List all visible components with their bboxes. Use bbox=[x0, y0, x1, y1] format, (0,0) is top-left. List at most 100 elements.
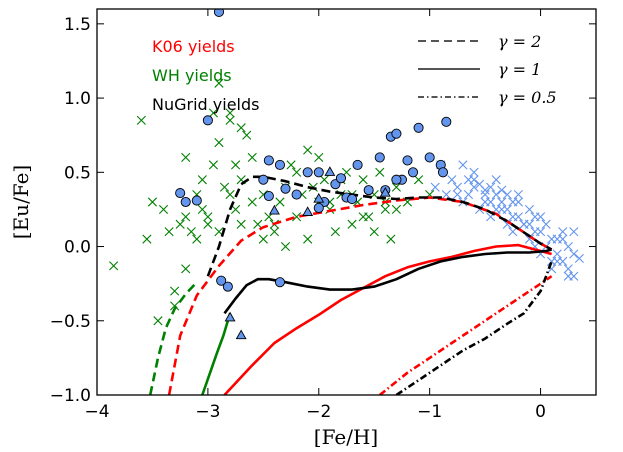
circle-point bbox=[302, 167, 313, 178]
y-tick-label: −0.5 bbox=[50, 312, 91, 332]
curve-nugrid-dashdot bbox=[395, 260, 553, 395]
blue-cross-point bbox=[502, 189, 512, 200]
blue-cross-point bbox=[447, 175, 457, 185]
y-axis-label: [Eu/Fe] bbox=[9, 165, 33, 239]
blue-cross-markers bbox=[430, 160, 584, 281]
circle-point bbox=[175, 188, 186, 199]
circle-point bbox=[346, 193, 358, 205]
green-cross-point bbox=[153, 316, 163, 326]
blue-cross-point bbox=[574, 253, 584, 264]
blue-cross-point bbox=[480, 189, 490, 200]
circle-point bbox=[407, 167, 419, 178]
blue-cross-point bbox=[458, 160, 468, 170]
blue-cross-point bbox=[441, 189, 451, 200]
green-cross-point bbox=[303, 234, 313, 244]
green-cross-point bbox=[170, 301, 180, 311]
green-cross-point bbox=[231, 204, 241, 215]
curve-wh-dashed bbox=[148, 281, 198, 395]
green-cross-point bbox=[236, 123, 246, 133]
circle-point bbox=[335, 173, 347, 184]
triangle-point bbox=[313, 192, 325, 203]
x-tick-label: −1 bbox=[417, 402, 442, 422]
green-cross-point bbox=[164, 227, 174, 237]
circle-point bbox=[313, 202, 324, 213]
legend-wh-label: WH yields bbox=[152, 66, 232, 85]
legend-gamma-05-label: γ = 0.5 bbox=[498, 88, 557, 107]
green-cross-point bbox=[192, 234, 202, 244]
green-cross-point bbox=[247, 197, 257, 207]
legend-nugrid-label: NuGrid yields bbox=[152, 95, 259, 114]
circle-point bbox=[222, 281, 233, 292]
circle-point bbox=[213, 9, 225, 18]
blue-cross-point bbox=[513, 212, 523, 222]
triangle-point bbox=[235, 329, 247, 340]
circle-point bbox=[274, 159, 286, 170]
blue-cross-point bbox=[502, 219, 512, 229]
blue-cross-point bbox=[508, 197, 518, 207]
curve-k06-solid bbox=[223, 243, 552, 395]
green-cross-point bbox=[147, 197, 158, 207]
blue-cross-point bbox=[480, 185, 490, 195]
green-cross-point bbox=[330, 227, 340, 237]
green-cross-point bbox=[225, 189, 235, 200]
green-cross-point bbox=[391, 204, 401, 215]
green-cross-point bbox=[269, 227, 280, 237]
blue-cross-point bbox=[563, 264, 573, 274]
style-legend: γ = 2 γ = 1 γ = 0.5 bbox=[418, 32, 557, 107]
curve-k06-dashed bbox=[167, 196, 553, 395]
circle-point bbox=[413, 122, 424, 133]
green-cross-point bbox=[247, 152, 257, 163]
blue-cross-point bbox=[535, 227, 546, 237]
x-tick-label: −2 bbox=[306, 402, 331, 422]
green-cross-point bbox=[170, 286, 180, 296]
blue-cross-point bbox=[541, 219, 551, 229]
blue-cross-point bbox=[563, 241, 573, 252]
green-cross-point bbox=[391, 182, 401, 192]
triangle-point bbox=[379, 186, 391, 197]
green-cross-point bbox=[219, 182, 230, 192]
y-tick-label: −1.0 bbox=[50, 386, 91, 406]
blue-cross-point bbox=[502, 204, 512, 215]
x-tick-label: −3 bbox=[195, 402, 220, 422]
green-cross-point bbox=[203, 212, 213, 222]
green-cross-point bbox=[258, 234, 268, 244]
green-cross-point bbox=[314, 152, 324, 163]
green-cross-point bbox=[375, 167, 385, 177]
green-cross-point bbox=[303, 145, 313, 155]
curve-nugrid-solid bbox=[223, 248, 552, 315]
blue-cross-point bbox=[558, 227, 568, 237]
blue-cross-point bbox=[524, 204, 535, 215]
green-cross-point bbox=[225, 115, 235, 125]
green-cross-point bbox=[142, 234, 152, 244]
green-cross-point bbox=[236, 219, 246, 229]
yield-legend: K06 yields WH yields NuGrid yields bbox=[152, 37, 259, 114]
blue-cross-point bbox=[552, 234, 562, 244]
y-tick-label: 1.0 bbox=[64, 89, 91, 109]
model-curves bbox=[148, 175, 553, 395]
x-tick-label: −4 bbox=[84, 402, 109, 422]
circle-point bbox=[191, 195, 202, 206]
y-tick-label: 0.5 bbox=[64, 163, 91, 183]
circle-point bbox=[374, 152, 385, 163]
green-cross-point bbox=[275, 197, 285, 207]
axis-ticks: −4 −3 −2 −1 0 −1.0 −0.5 0.0 0.5 1.0 1.5 bbox=[50, 9, 596, 422]
green-cross-point bbox=[380, 204, 390, 215]
y-tick-label: 1.5 bbox=[64, 15, 91, 35]
blue-cross-point bbox=[491, 189, 501, 200]
circle-point bbox=[402, 155, 413, 166]
blue-cross-point bbox=[480, 197, 490, 207]
green-cross-point bbox=[158, 204, 169, 215]
circle-point bbox=[258, 174, 269, 185]
green-cross-point bbox=[369, 227, 379, 237]
curve-nugrid-dashed bbox=[206, 175, 553, 277]
circle-point bbox=[291, 189, 302, 200]
circle-point bbox=[274, 277, 286, 288]
green-cross-point bbox=[225, 108, 235, 118]
circle-point bbox=[437, 167, 449, 178]
blue-cross-point bbox=[552, 256, 562, 266]
triangle-point bbox=[268, 204, 280, 215]
green-cross-point bbox=[175, 219, 185, 229]
circle-point bbox=[202, 115, 213, 126]
green-cross-point bbox=[358, 212, 368, 222]
